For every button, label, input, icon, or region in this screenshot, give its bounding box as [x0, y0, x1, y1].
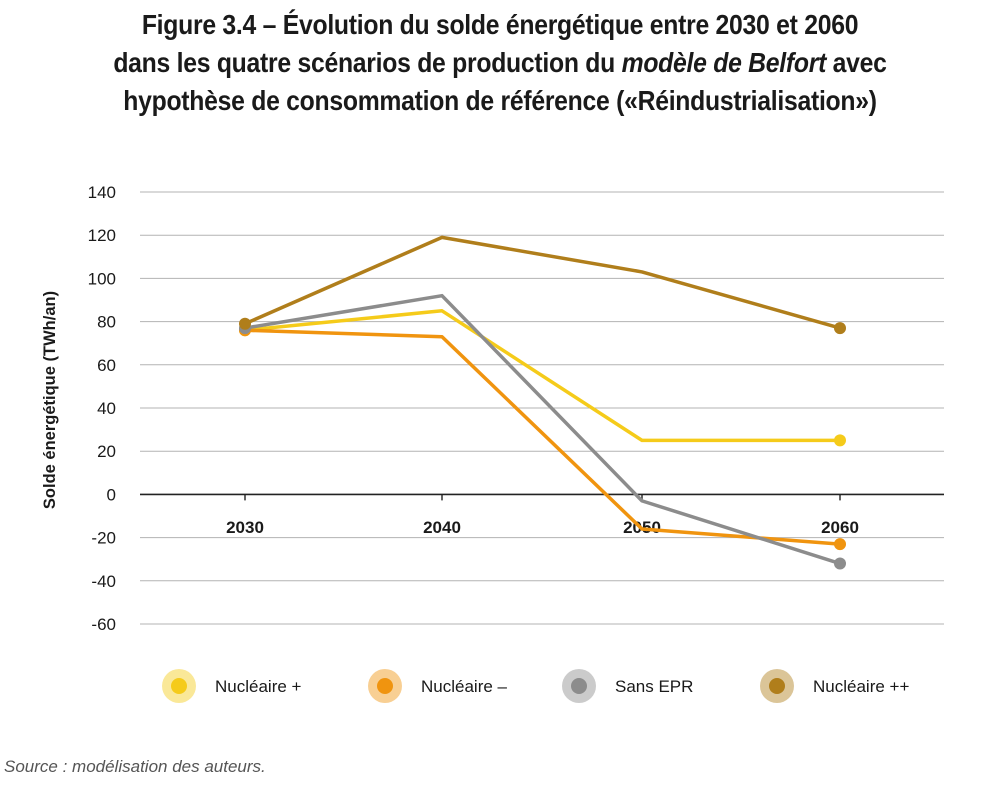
legend-label: Sans EPR	[615, 677, 693, 696]
series-line-2	[243, 328, 842, 546]
x-tick-label: 2060	[821, 518, 859, 537]
legend-marker	[171, 678, 187, 694]
y-tick-label: 140	[88, 183, 116, 202]
x-tick-labels: 2030 2040 2050 2060	[226, 494, 859, 537]
legend-label: Nucléaire –	[421, 677, 508, 696]
legend-marker	[377, 678, 393, 694]
y-axis-label: Solde énergétique (TWh/an)	[41, 291, 59, 509]
y-tick-label: 60	[97, 356, 116, 375]
source-note: Source : modélisation des auteurs.	[4, 757, 266, 776]
series-point-4	[239, 317, 251, 330]
title-emphasis: modèle de Belfort	[621, 47, 827, 78]
legend-marker	[571, 678, 587, 694]
gridlines	[140, 191, 944, 625]
x-tick-label: 2030	[226, 518, 264, 537]
title-line-2-start: dans les quatre scénarios de production …	[113, 47, 622, 78]
legend-item-1: Nucléaire +	[162, 669, 302, 703]
legend-item-4: Nucléaire ++	[760, 669, 909, 703]
x-tick-label: 2040	[423, 518, 461, 537]
series-point-3	[834, 557, 846, 570]
y-tick-label: 20	[97, 442, 116, 461]
legend-item-3: Sans EPR	[562, 669, 693, 703]
legend: Nucléaire + Nucléaire – Sans EPR Nucléaire …	[162, 669, 909, 703]
y-tick-labels: 140 120 100 80 60 40 20 0 -20 -40 -60	[88, 183, 116, 634]
series-line-4	[243, 235, 842, 330]
y-tick-label: 100	[88, 269, 116, 288]
series-point-4	[834, 322, 846, 335]
legend-label: Nucléaire ++	[813, 677, 909, 696]
y-tick-label: 120	[88, 226, 116, 245]
title-line-2: dans les quatre scénarios de production …	[68, 44, 932, 82]
series-point-2	[834, 538, 846, 551]
title-line-3: hypothèse de consommation de référence (…	[123, 85, 877, 116]
title-line-2-end: avec	[826, 47, 887, 78]
y-tick-label: -60	[91, 615, 116, 634]
legend-item-2: Nucléaire –	[368, 669, 508, 703]
y-tick-label: 0	[107, 485, 116, 504]
y-tick-label: 80	[97, 313, 116, 332]
series-line-1	[243, 309, 842, 443]
y-tick-label: -20	[91, 529, 116, 548]
series-point-1	[834, 434, 846, 447]
y-tick-label: -40	[91, 572, 116, 591]
title-line-1: Figure 3.4 – Évolution du solde énergéti…	[141, 9, 859, 40]
series-lines	[239, 235, 846, 570]
legend-label: Nucléaire +	[215, 677, 302, 696]
chart-title: Figure 3.4 – Évolution du solde énergéti…	[68, 6, 932, 120]
legend-marker	[769, 678, 785, 694]
y-tick-label: 40	[97, 399, 116, 418]
series-line-3	[243, 293, 842, 566]
